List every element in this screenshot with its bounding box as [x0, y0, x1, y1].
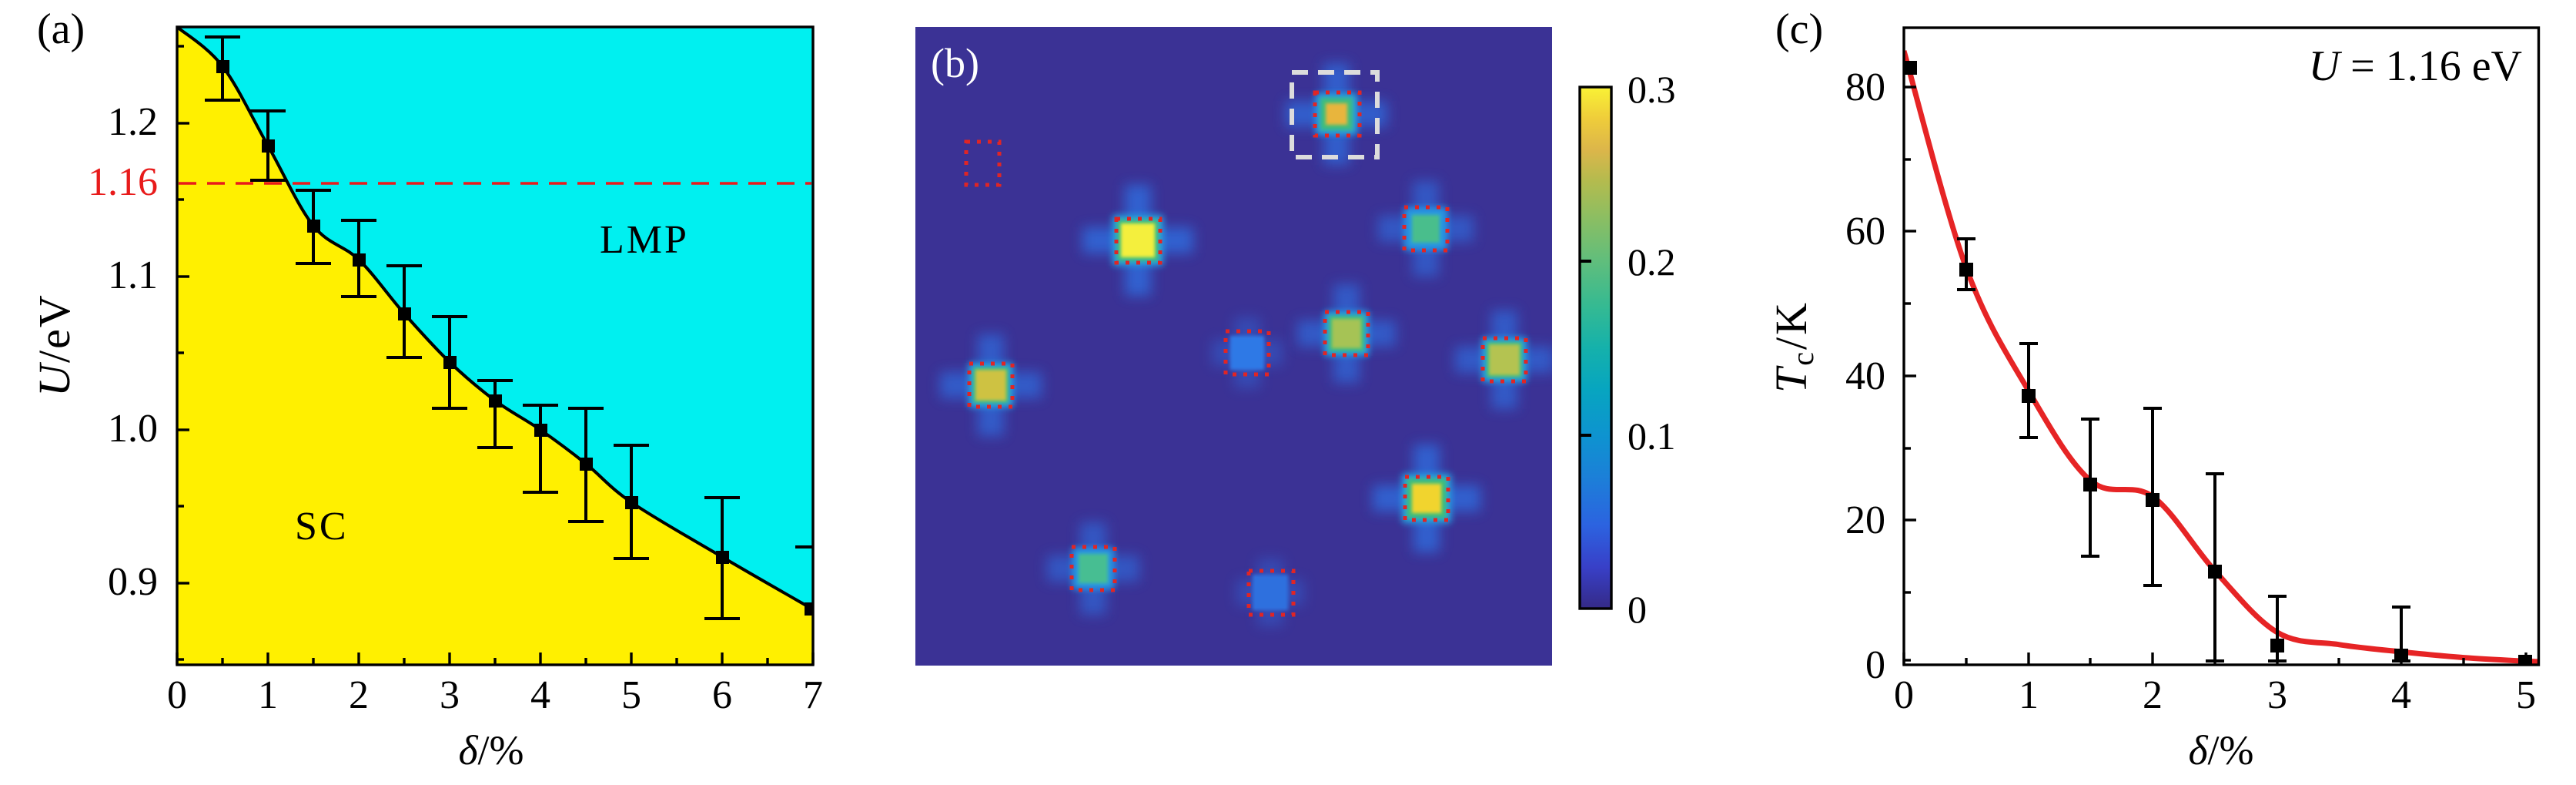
- svg-text:3: 3: [440, 673, 460, 717]
- svg-text:(c): (c): [1775, 5, 1823, 53]
- svg-text:2: 2: [2143, 673, 2163, 717]
- svg-text:5: 5: [2516, 673, 2536, 717]
- svg-text:40: 40: [1845, 354, 1885, 398]
- svg-text:0: 0: [167, 673, 187, 717]
- svg-text:SC: SC: [295, 505, 349, 548]
- svg-text:0: 0: [1628, 588, 1647, 631]
- svg-text:6: 6: [712, 673, 732, 717]
- svg-text:0: 0: [1894, 673, 1914, 717]
- svg-text:1.16: 1.16: [88, 160, 158, 204]
- svg-text:2: 2: [349, 673, 369, 717]
- svg-text:3: 3: [2267, 673, 2287, 717]
- svg-text:0.9: 0.9: [108, 560, 158, 604]
- svg-text:U = 1.16 eV: U = 1.16 eV: [2309, 42, 2522, 90]
- svg-text:1.0: 1.0: [108, 407, 158, 451]
- svg-text:1.2: 1.2: [108, 100, 158, 144]
- svg-text:1: 1: [258, 673, 278, 717]
- svg-text:1.1: 1.1: [108, 253, 158, 297]
- svg-text:LMP: LMP: [600, 218, 689, 262]
- svg-text:0.3: 0.3: [1628, 68, 1676, 111]
- svg-text:4: 4: [530, 673, 550, 717]
- svg-text:δ/%: δ/%: [2188, 727, 2253, 773]
- svg-text:0.2: 0.2: [1628, 240, 1676, 283]
- svg-text:5: 5: [621, 673, 641, 717]
- svg-text:80: 80: [1845, 65, 1885, 109]
- svg-text:Tc/K: Tc/K: [1766, 300, 1820, 393]
- svg-text:(b): (b): [931, 40, 979, 86]
- svg-text:60: 60: [1845, 210, 1885, 253]
- svg-text:7: 7: [803, 673, 823, 717]
- svg-text:U/eV: U/eV: [29, 294, 79, 397]
- svg-text:0.1: 0.1: [1628, 414, 1676, 458]
- svg-text:0: 0: [1865, 643, 1885, 687]
- svg-text:1: 1: [2019, 673, 2039, 717]
- svg-text:20: 20: [1845, 498, 1885, 542]
- svg-text:δ/%: δ/%: [458, 727, 524, 773]
- svg-text:4: 4: [2391, 673, 2411, 717]
- svg-text:(a): (a): [37, 5, 85, 53]
